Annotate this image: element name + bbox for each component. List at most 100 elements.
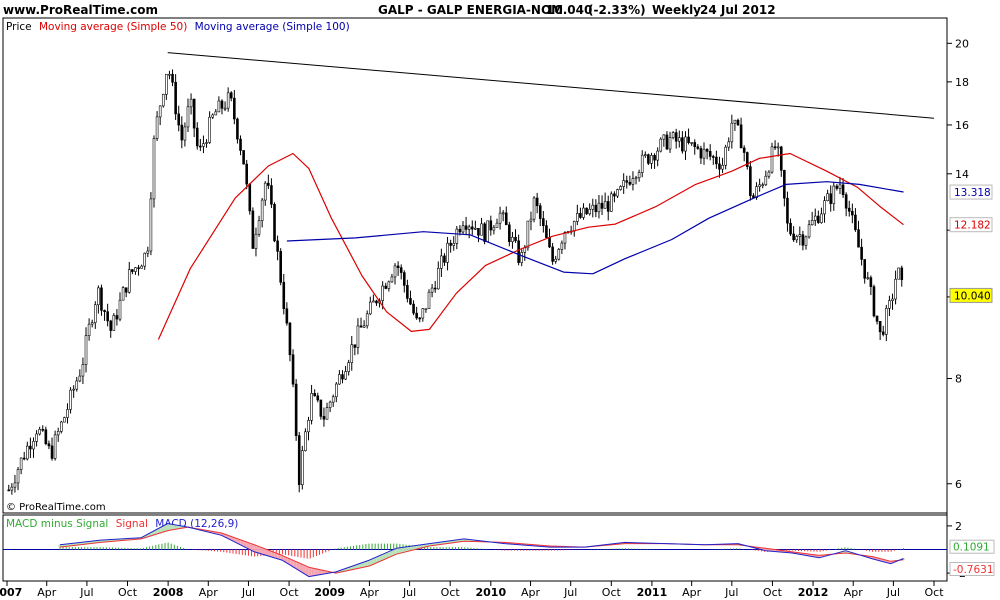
candle [56, 427, 60, 442]
candle-body [477, 227, 480, 236]
candle [838, 176, 842, 195]
trendline [167, 52, 935, 119]
candle [134, 267, 137, 275]
candle [195, 122, 199, 150]
candle-body [823, 200, 826, 215]
candle-body [430, 287, 434, 293]
candle-body [449, 242, 452, 246]
candle-body [121, 287, 125, 301]
candle [276, 235, 279, 261]
candle-body [415, 312, 418, 319]
candle-body [480, 223, 483, 236]
candle-body [208, 116, 211, 143]
candle [260, 197, 264, 228]
candle [239, 135, 242, 156]
price-tick-label: 6 [955, 478, 962, 491]
candle-body [467, 226, 471, 230]
candle-body [622, 180, 625, 187]
candle [211, 113, 215, 120]
candle [631, 171, 635, 191]
candle [628, 175, 632, 186]
price-label-text: 10.040 [954, 290, 991, 302]
change-header: (-2.33%) [588, 3, 646, 17]
candle [671, 131, 675, 140]
candle [396, 261, 400, 276]
candle-body [650, 155, 653, 164]
candle [881, 325, 885, 337]
candle [900, 265, 904, 287]
candle-body [517, 240, 520, 263]
candle-body [353, 344, 357, 348]
candle-body [124, 287, 128, 293]
candle [338, 370, 341, 385]
candle [835, 183, 839, 191]
macd-label-hist: 0.1091 [949, 539, 995, 554]
candle [489, 215, 493, 236]
candle [591, 198, 595, 218]
candle-body [628, 182, 632, 185]
candle-body [474, 227, 477, 230]
candle-body [693, 142, 697, 148]
candle [749, 161, 752, 201]
candle-body [563, 231, 567, 244]
candle [770, 142, 774, 174]
candle-body [350, 344, 354, 363]
candle [535, 192, 539, 214]
candle [696, 144, 700, 150]
time-tick-label: Jul [241, 586, 255, 599]
candle-body [146, 250, 150, 254]
candle-body [616, 189, 619, 197]
candle [199, 138, 202, 152]
candle [813, 208, 817, 226]
candle [603, 192, 607, 209]
candle [693, 139, 697, 155]
candle [174, 74, 177, 121]
candle [804, 235, 808, 250]
candle [103, 309, 106, 321]
date-label: 24 Jul 2012 [700, 3, 776, 17]
candle-body [90, 322, 94, 325]
candle-body [316, 395, 320, 401]
candle-body [402, 272, 406, 286]
candle-body [668, 137, 672, 150]
candle-body [335, 383, 338, 398]
candle-body [504, 212, 508, 226]
candle [399, 264, 403, 280]
candle [90, 319, 94, 328]
candle-body [470, 226, 474, 230]
candle-body [217, 100, 221, 113]
candle [844, 192, 848, 217]
legend-ma100: Moving average (Simple 100) [195, 21, 350, 33]
candle [440, 248, 443, 277]
macd-label-text: -0.7631 [953, 564, 994, 576]
candle-body [38, 429, 41, 435]
macd-plot [3, 523, 947, 578]
candle-body [483, 223, 486, 242]
candle-body [344, 371, 347, 380]
candle [171, 69, 174, 87]
candle-body [727, 141, 731, 148]
candle [87, 318, 91, 341]
candle [282, 273, 286, 315]
candle [226, 87, 230, 112]
candle-body [684, 136, 687, 152]
macd-label-box [949, 562, 995, 577]
candle-body [313, 393, 316, 397]
candle [443, 253, 446, 266]
candle [554, 255, 557, 264]
candle [393, 263, 397, 285]
candle-body [72, 388, 75, 391]
candle-body [708, 151, 712, 157]
candle [687, 128, 690, 145]
candle [721, 157, 724, 174]
candle-body [585, 207, 588, 215]
candle [761, 182, 765, 189]
candle [779, 145, 783, 177]
macd-label-text: 0.1091 [953, 542, 990, 554]
candle [588, 203, 591, 216]
candle [545, 220, 548, 239]
candle [801, 230, 805, 251]
candle [131, 269, 134, 275]
candle [291, 349, 295, 388]
candle-body [779, 146, 783, 171]
